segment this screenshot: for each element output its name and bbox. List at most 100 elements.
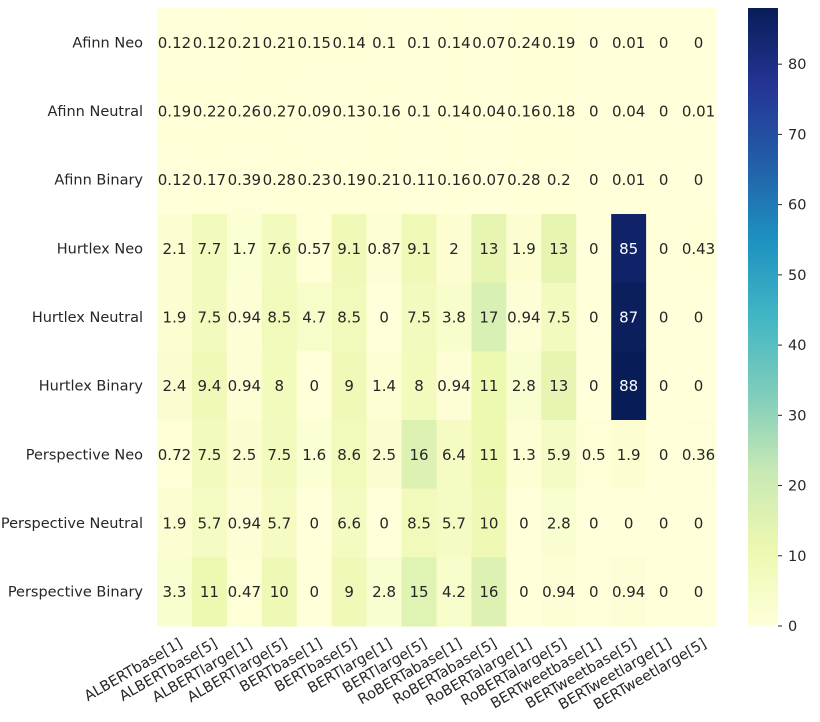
heatmap-cell xyxy=(611,145,647,215)
cell-value-label: 8.5 xyxy=(267,309,291,327)
cell-value-label: 0.94 xyxy=(228,309,261,327)
cell-value-label: 0 xyxy=(589,171,599,189)
cell-value-label: 7.5 xyxy=(197,446,221,464)
heatmap-cell xyxy=(646,488,682,558)
colorbar-tick-label: 60 xyxy=(788,198,806,214)
heatmap-cell xyxy=(506,214,542,284)
heatmap-cell xyxy=(541,420,577,490)
heatmap-cell xyxy=(681,488,717,558)
colorbar: 0 10 20 30 40 50 60 70 80 xyxy=(748,8,806,635)
heatmap-cell xyxy=(681,8,717,78)
cell-value-label: 0.14 xyxy=(437,34,470,52)
colorbar-tick-label: 70 xyxy=(788,127,806,143)
row-label: Afinn Neutral xyxy=(47,104,143,120)
heatmap-cell xyxy=(261,557,298,627)
cell-value-label: 0.14 xyxy=(437,103,470,121)
heatmap-cell xyxy=(226,488,263,558)
cell-value-label: 0 xyxy=(589,240,599,258)
heatmap-cell xyxy=(261,145,298,215)
cell-value-label: 3.8 xyxy=(442,309,466,327)
heatmap-cell xyxy=(191,76,228,146)
heatmap-cell xyxy=(506,488,542,558)
cell-value-label: 0.21 xyxy=(367,171,400,189)
cell-value-label: 15 xyxy=(409,583,428,601)
cell-value-label: 2.8 xyxy=(372,583,396,601)
heatmap-cell xyxy=(401,420,437,490)
cell-value-label: 9.1 xyxy=(337,240,361,258)
cell-value-label: 0 xyxy=(659,377,669,395)
cell-value-label: 0.23 xyxy=(298,171,331,189)
cell-value-label: 0.13 xyxy=(332,103,365,121)
cell-value-label: 0.28 xyxy=(507,171,540,189)
cell-value-label: 0.14 xyxy=(332,34,365,52)
heatmap-cell xyxy=(296,557,333,627)
cell-value-label: 0 xyxy=(589,309,599,327)
cell-value-label: 0.47 xyxy=(228,583,261,601)
heatmap-cell xyxy=(157,420,193,490)
row-label: Perspective Neutral xyxy=(1,516,143,532)
heatmap-cell xyxy=(366,145,403,215)
heatmap-cell xyxy=(296,145,333,215)
heatmap-cell xyxy=(611,420,647,490)
heatmap-cell xyxy=(436,214,472,284)
heatmap-cell xyxy=(576,214,612,284)
heatmap-cell xyxy=(506,351,542,421)
cell-value-label: 1.9 xyxy=(512,240,536,258)
heatmap-cell xyxy=(157,557,193,627)
heatmap-cell xyxy=(471,214,507,284)
cell-value-label: 7.7 xyxy=(197,240,221,258)
cell-value-label: 0.07 xyxy=(472,34,505,52)
cell-value-label: 0 xyxy=(309,377,319,395)
heatmap-cell xyxy=(226,557,263,627)
cell-value-label: 8 xyxy=(414,377,424,395)
heatmap-cell xyxy=(611,282,647,352)
heatmap-cell xyxy=(471,76,507,146)
cell-value-label: 0.16 xyxy=(367,103,400,121)
cell-value-label: 1.4 xyxy=(372,377,396,395)
row-label: Hurtlex Binary xyxy=(39,379,144,395)
heatmap-cell xyxy=(331,420,368,490)
heatmap-cell xyxy=(366,488,403,558)
heatmap-cell xyxy=(331,282,368,352)
heatmap-cell xyxy=(261,488,298,558)
heatmap-cell xyxy=(541,145,577,215)
cell-value-label: 0.16 xyxy=(437,171,470,189)
cell-value-label: 0.11 xyxy=(402,171,435,189)
heatmap-cell xyxy=(506,145,542,215)
heatmap-cell xyxy=(681,282,717,352)
heatmap-cell xyxy=(436,420,472,490)
cell-value-label: 0.18 xyxy=(542,103,575,121)
cell-value-label: 13 xyxy=(479,240,498,258)
cell-value-label: 1.9 xyxy=(617,446,641,464)
heatmap-cell xyxy=(541,76,577,146)
heatmap-cell xyxy=(401,282,437,352)
cell-value-label: 0 xyxy=(519,515,529,533)
heatmap-cell xyxy=(191,488,228,558)
heatmap-cell xyxy=(506,76,542,146)
cell-value-label: 10 xyxy=(479,515,498,533)
heatmap-cell xyxy=(157,145,193,215)
heatmap-cell xyxy=(471,8,507,78)
cell-value-label: 11 xyxy=(200,583,219,601)
cell-value-label: 1.9 xyxy=(163,309,187,327)
cell-value-label: 0 xyxy=(589,34,599,52)
heatmap-cell xyxy=(191,145,228,215)
heatmap-cell xyxy=(436,8,472,78)
heatmap-cell xyxy=(261,8,298,78)
heatmap-cell xyxy=(401,8,437,78)
cell-value-label: 0.19 xyxy=(332,171,365,189)
heatmap-cell xyxy=(261,351,298,421)
heatmap-cell xyxy=(157,214,193,284)
cell-value-label: 17 xyxy=(479,309,498,327)
cell-value-label: 1.9 xyxy=(163,515,187,533)
heatmap-cell xyxy=(226,282,263,352)
cell-value-label: 5.7 xyxy=(197,515,221,533)
cell-value-label: 2.8 xyxy=(512,377,536,395)
heatmap-cell xyxy=(366,420,403,490)
cell-value-label: 2.8 xyxy=(547,515,571,533)
heatmap-cell xyxy=(506,557,542,627)
cell-value-label: 9.4 xyxy=(197,377,221,395)
heatmap-cell xyxy=(506,282,542,352)
cell-value-label: 0 xyxy=(379,515,389,533)
